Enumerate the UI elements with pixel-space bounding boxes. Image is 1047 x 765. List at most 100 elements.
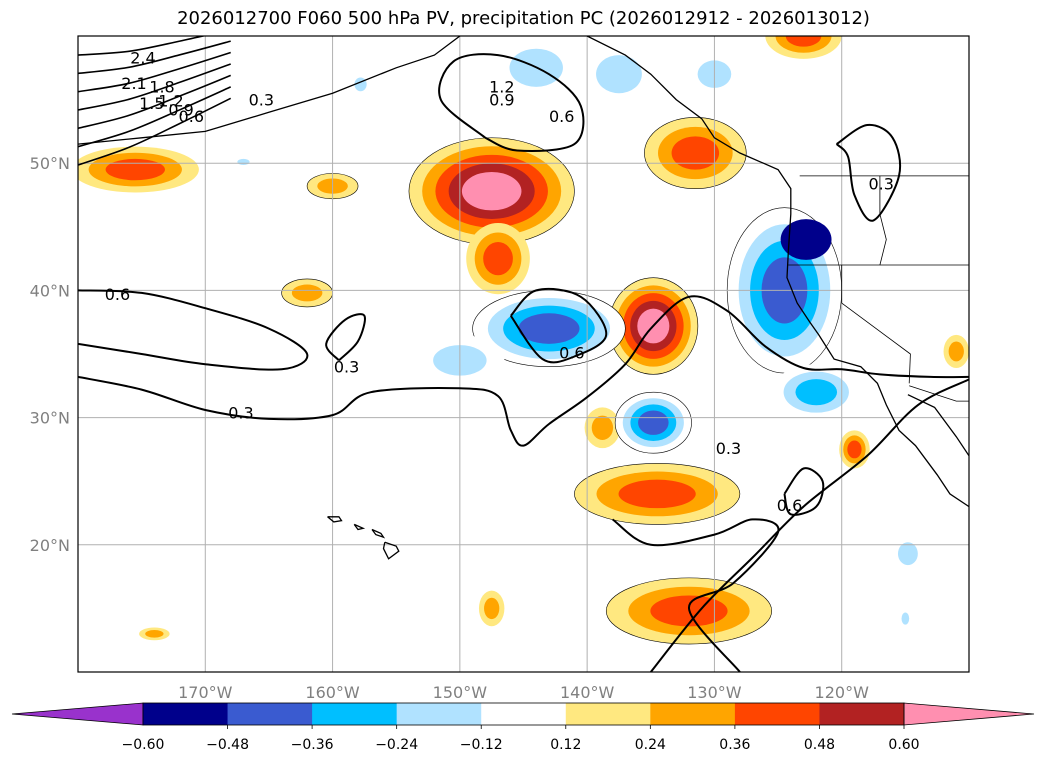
pc-blob-10-level-1 (484, 597, 500, 620)
colorbar-tick-label: −0.60 (122, 737, 165, 753)
colorbar-tick-label: 0.36 (719, 737, 750, 753)
pv-contour-line (325, 313, 366, 362)
colorbar-segment (650, 703, 736, 725)
pc-blob-4-level-2 (618, 479, 696, 509)
political-border (909, 385, 969, 402)
pv-contour-line (78, 97, 232, 166)
political-border (879, 175, 887, 266)
pv-contour-line (438, 53, 585, 152)
axis-tick-labels: 170°W 160°W 150°W 140°W 130°W 120°W 50°N 40°N 30… (30, 154, 869, 702)
pv-contour-label: 0.6 (179, 107, 204, 126)
colorbar-segment (481, 703, 567, 725)
pv-contour-label: 0.6 (559, 344, 584, 363)
pc-blob-13-level-2 (785, 36, 822, 47)
pv-contour-label: 0.3 (249, 90, 274, 109)
coastline (586, 36, 969, 508)
pv-contour-label: 1.2 (158, 92, 183, 111)
lon-tick-label: 160°W (305, 683, 360, 702)
colorbar: −0.60 −0.48 −0.36 −0.24 −0.12 0.12 0.24 0.36 0.4… (11, 702, 1035, 753)
colorbar-tick-label: 0.60 (888, 737, 919, 753)
coastline (353, 523, 366, 531)
pv-contour-line (783, 467, 825, 516)
pv-contour-label: 2.1 (121, 74, 146, 93)
colorbar-segment (227, 703, 313, 725)
pc-blob-27-level-1 (901, 612, 910, 625)
pc-blob-28-level-0 (877, 488, 896, 500)
pc-blob-18-level-0 (780, 219, 832, 260)
lat-tick-label: 50°N (30, 154, 70, 173)
pc-blob-26-level-1 (897, 542, 918, 566)
pc-blob-12-level-1 (948, 341, 964, 362)
pv-contour-line (78, 51, 231, 93)
colorbar-extend-high (903, 702, 1035, 726)
colorbar-tick-label: −0.12 (460, 737, 503, 753)
pc-blob-0-level-4 (461, 171, 522, 211)
pc-blob-20-level-3 (638, 410, 669, 435)
coastlines-borders (78, 36, 969, 560)
pv-contour-label: 0.3 (334, 357, 359, 376)
pc-blob-22-level-1 (596, 55, 642, 94)
pc-blob-19-level-2 (795, 379, 838, 406)
pv-contour-line (509, 287, 608, 364)
lon-tick-label: 140°W (560, 683, 615, 702)
coastline (327, 516, 343, 523)
pv-contour-labels: 2.42.1 1.81.51.20.90.60.31.20.90.60.30.60… (105, 48, 894, 515)
pv-contour-label: 0.9 (489, 90, 514, 109)
colorbar-segment (734, 703, 820, 725)
lon-tick-label: 120°W (815, 683, 870, 702)
colorbar-segment (396, 703, 482, 725)
pv-contour-label: 0.6 (549, 107, 574, 126)
coastline (382, 541, 400, 560)
pv-contour-label: 0.3 (228, 403, 253, 422)
colorbar-tick-label: 0.12 (550, 737, 581, 753)
colorbar-segment (565, 703, 651, 725)
political-border (841, 265, 911, 384)
pv-contour-line (78, 295, 969, 447)
pv-contour-line (78, 289, 309, 371)
pc-blob-9-level-1 (591, 415, 614, 440)
lat-tick-label: 30°N (30, 409, 70, 428)
colorbar-segment (143, 703, 229, 725)
pc-blob-11-level-2 (847, 440, 862, 459)
colorbar-segment (312, 703, 398, 725)
pv-contour-label: 0.6 (105, 285, 130, 304)
lat-lon-gridlines (78, 36, 969, 672)
lon-tick-label: 170°W (178, 683, 233, 702)
pc-blob-14-level-1 (145, 630, 164, 638)
pv-contour-line (78, 86, 232, 148)
pv-contour-label: 1.2 (489, 78, 514, 97)
map-title: 2026012700 F060 500 hPa PV, precipitatio… (177, 8, 870, 29)
pv-contour-line (78, 40, 231, 75)
map-frame (77, 35, 970, 673)
pc-blob-15-level-3 (518, 313, 580, 344)
pv-contour-label: 2.4 (130, 48, 155, 67)
pc-blob-3-level-2 (671, 136, 720, 170)
pc-blob-6-level-2 (105, 158, 165, 181)
pv-contour-line (78, 74, 232, 130)
lon-tick-label: 130°W (687, 683, 742, 702)
colorbar-tick-label: −0.48 (206, 737, 249, 753)
colorbar-frame (142, 702, 905, 726)
pc-blob-1-level-2 (483, 241, 513, 276)
pv-contour-label: 0.9 (168, 101, 193, 120)
pc-blob-25-level-1 (237, 158, 250, 165)
pv-contour-label: 0.6 (777, 496, 802, 515)
pv-contour-label: 0.3 (868, 174, 893, 193)
pv-contour-line (78, 63, 231, 111)
pv-contour-line (650, 378, 969, 672)
pv-contour-line (835, 123, 902, 222)
lat-tick-label: 20°N (30, 536, 70, 555)
colorbar-tick-label: −0.24 (375, 737, 418, 753)
pv-contours (78, 36, 969, 672)
coastline (371, 528, 386, 539)
pc-blob-8-level-1 (291, 284, 323, 302)
colorbar-extend-low (11, 702, 144, 726)
colorbar-segment (819, 703, 905, 725)
colorbar-tick-label: 0.48 (804, 737, 835, 753)
pv-contour-label: 0.3 (716, 439, 741, 458)
precip-pc-fills (78, 36, 969, 645)
colorbar-tick-label: 0.24 (635, 737, 666, 753)
pv-contour-label: 1.5 (139, 94, 164, 113)
lon-tick-label: 150°W (433, 683, 488, 702)
